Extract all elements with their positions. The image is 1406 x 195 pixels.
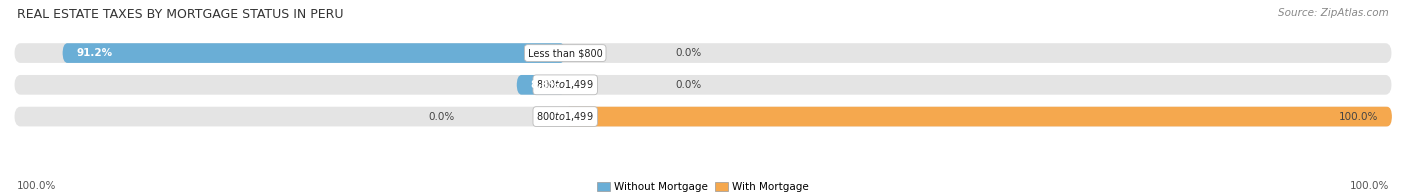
Text: 0.0%: 0.0% [429,112,456,121]
Text: Source: ZipAtlas.com: Source: ZipAtlas.com [1278,8,1389,18]
Legend: Without Mortgage, With Mortgage: Without Mortgage, With Mortgage [593,178,813,195]
FancyBboxPatch shape [517,75,565,95]
Text: 100.0%: 100.0% [17,181,56,191]
Text: $800 to $1,499: $800 to $1,499 [537,110,593,123]
Text: Less than $800: Less than $800 [527,48,603,58]
Text: REAL ESTATE TAXES BY MORTGAGE STATUS IN PERU: REAL ESTATE TAXES BY MORTGAGE STATUS IN … [17,8,343,21]
Text: 91.2%: 91.2% [76,48,112,58]
Text: $800 to $1,499: $800 to $1,499 [537,78,593,91]
FancyBboxPatch shape [565,107,1392,126]
FancyBboxPatch shape [14,75,1392,95]
FancyBboxPatch shape [62,43,565,63]
FancyBboxPatch shape [14,107,1392,126]
Text: 0.0%: 0.0% [675,80,702,90]
Text: 100.0%: 100.0% [1339,112,1378,121]
Text: 100.0%: 100.0% [1350,181,1389,191]
FancyBboxPatch shape [14,43,1392,63]
Text: 0.0%: 0.0% [675,48,702,58]
Text: 8.8%: 8.8% [530,80,560,90]
